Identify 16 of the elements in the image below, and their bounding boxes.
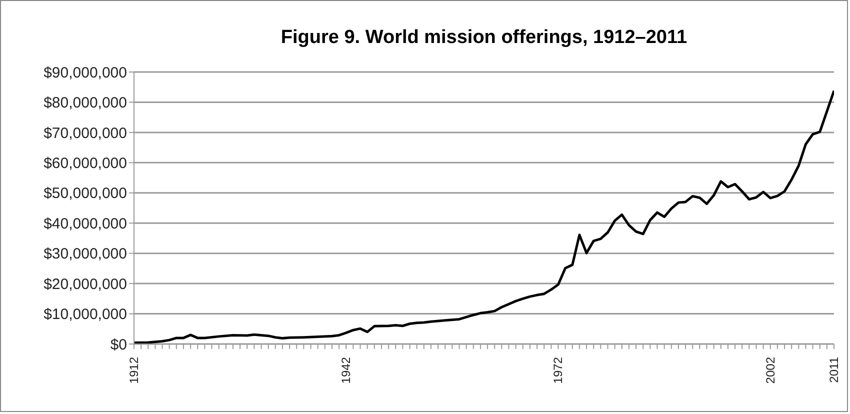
x-tick-label: 2011 [827, 356, 841, 383]
x-tick-label: 1972 [551, 356, 566, 384]
chart-title: Figure 9. World mission offerings, 1912–2011 [280, 27, 688, 49]
y-tick-label: $80,000,000 [44, 94, 127, 112]
y-tick-label: $20,000,000 [44, 276, 127, 293]
y-tick-label: $0 [110, 336, 127, 354]
x-tick-label: 1942 [339, 356, 354, 384]
x-tick-label: 2002 [763, 356, 778, 384]
y-tick-label: $50,000,000 [44, 185, 127, 202]
y-tick-label: $60,000,000 [44, 154, 127, 172]
y-tick-label: $90,000,000 [44, 64, 127, 82]
y-tick-label: $10,000,000 [44, 306, 127, 324]
y-tick-label: $40,000,000 [44, 215, 127, 232]
y-tick-label: $70,000,000 [44, 124, 127, 142]
y-tick-label: $30,000,000 [44, 246, 127, 263]
x-tick-label: 1912 [127, 356, 141, 384]
